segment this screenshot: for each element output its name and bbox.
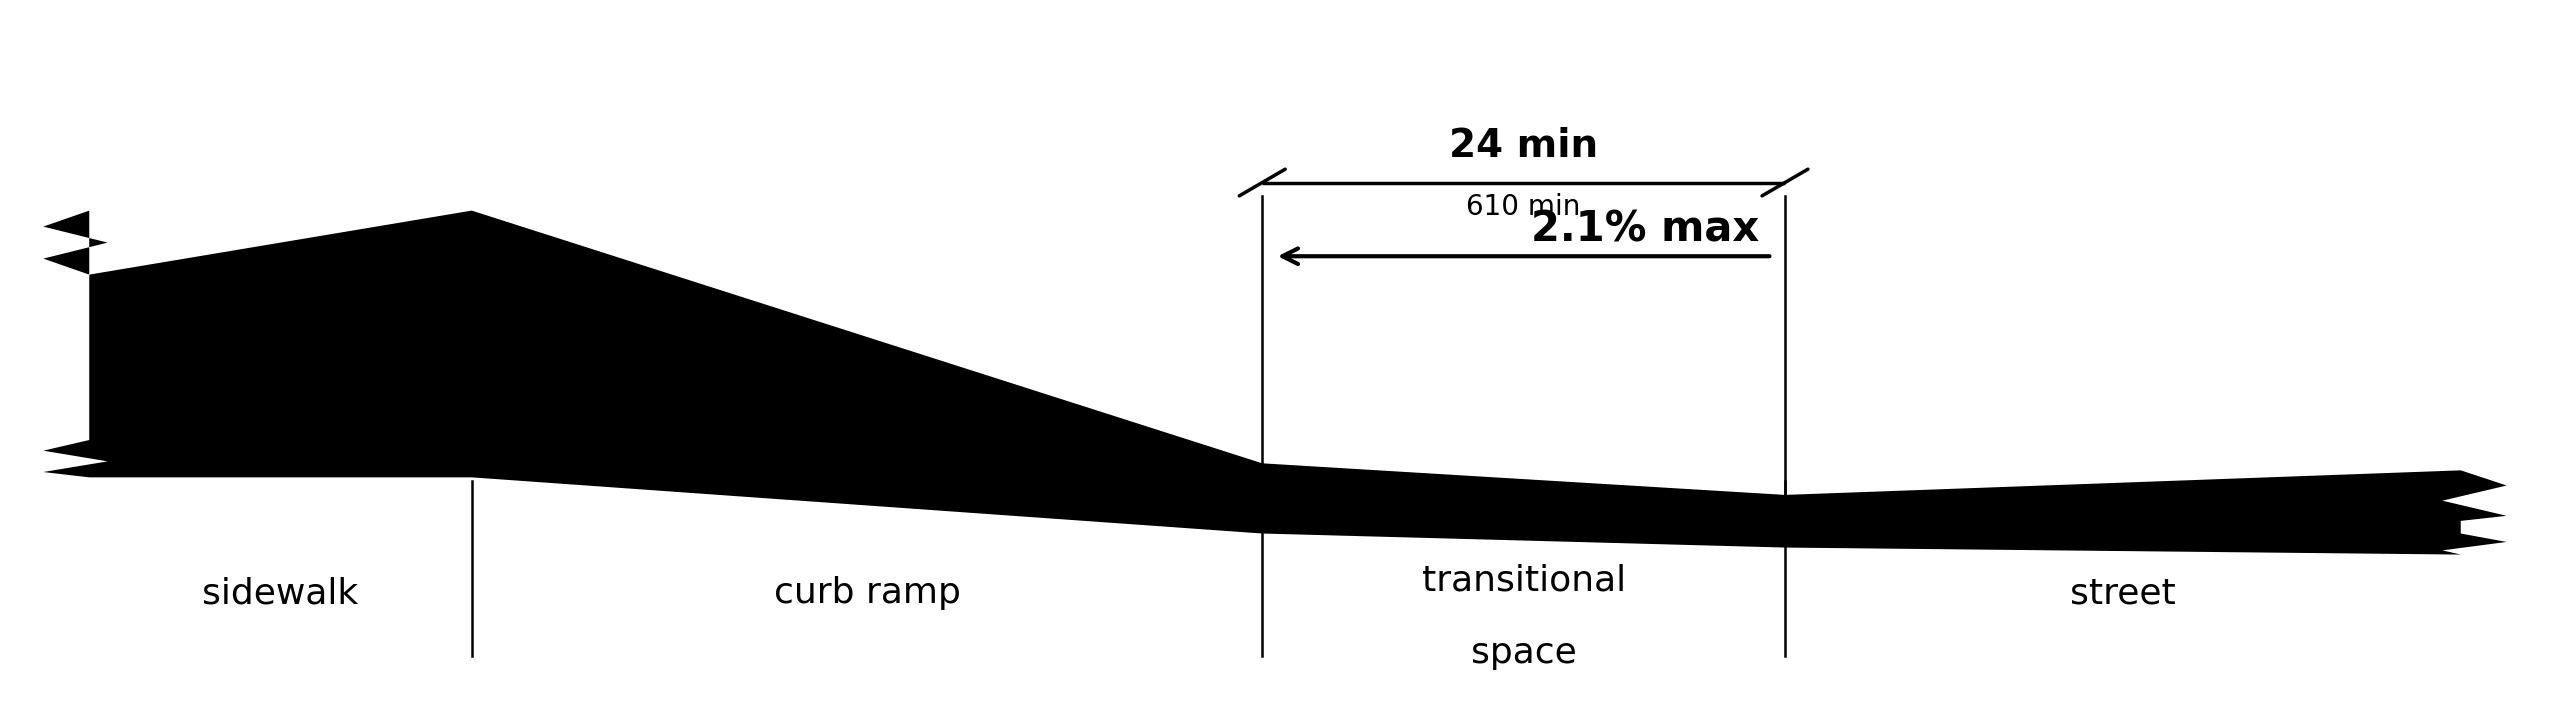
Text: 610 min: 610 min <box>1466 193 1581 221</box>
Text: street: street <box>2071 576 2175 610</box>
Text: space: space <box>1471 636 1576 670</box>
Text: curb ramp: curb ramp <box>773 576 961 610</box>
Text: transitional: transitional <box>1420 564 1627 597</box>
Text: sidewalk: sidewalk <box>201 576 360 610</box>
Polygon shape <box>43 211 2507 555</box>
Text: 24 min: 24 min <box>1448 127 1599 165</box>
Text: 2.1% max: 2.1% max <box>1530 208 1760 251</box>
